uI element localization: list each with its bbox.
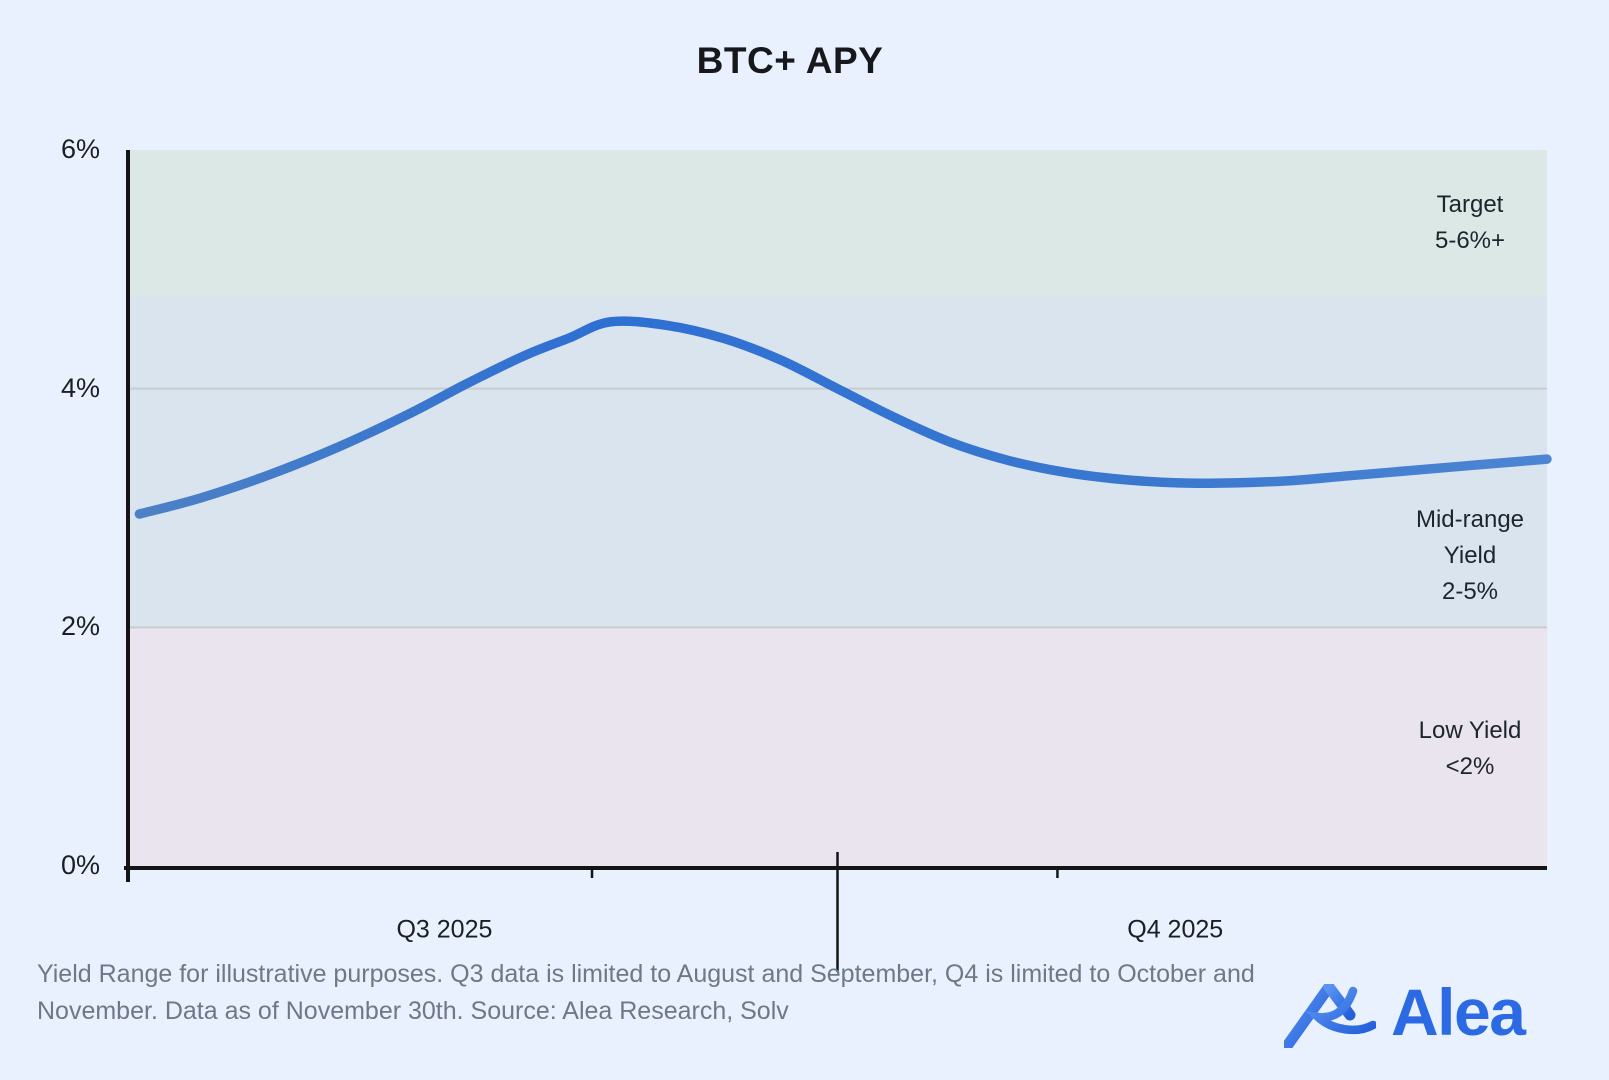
band-rect-mid-range (128, 295, 1547, 628)
y-axis-label-4pct: 4% (60, 372, 100, 403)
y-axis-label-6pct: 6% (60, 133, 100, 164)
x-axis-label-q4-2025: Q4 2025 (1127, 915, 1224, 944)
axes (124, 150, 1547, 972)
y-axis-label-0pct: 0% (60, 849, 100, 880)
y-axis-line (126, 150, 130, 882)
chart-title: BTC+ APY (696, 40, 884, 81)
band-rect-target (128, 150, 1547, 296)
band-rect-low-yield (128, 627, 1547, 866)
x-axis-line (124, 866, 1547, 870)
band-label-mid-range: Mid-range Yield 2-5% (1415, 505, 1525, 605)
footnote-text: Yield Range for illustrative purposes. Q… (37, 960, 1255, 1025)
alea-mountain-mark-icon (1284, 984, 1376, 1048)
yield-bands (128, 150, 1547, 866)
band-label-low-yield: Low Yield <2% (1418, 717, 1522, 781)
band-label-target: Target 5-6%+ (1434, 190, 1506, 254)
x-axis-label-q3-2025: Q3 2025 (396, 915, 493, 944)
alea-logo: Alea (1284, 975, 1526, 1049)
alea-logo-text: Alea (1391, 975, 1526, 1049)
apy-series (134, 316, 1552, 519)
y-axis-label-2pct: 2% (60, 611, 100, 642)
apy-line (134, 316, 1552, 519)
